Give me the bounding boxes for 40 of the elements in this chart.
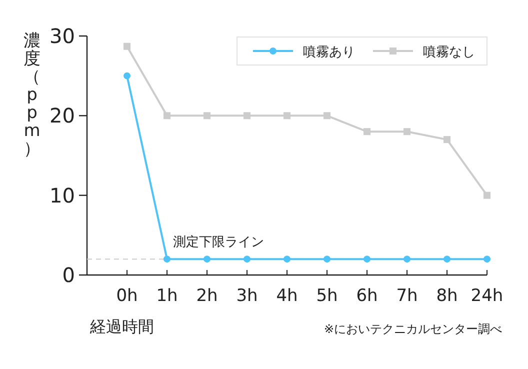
- point: [204, 256, 210, 263]
- y-tick-label: 20: [50, 104, 75, 128]
- point: [164, 256, 170, 263]
- text: ※においテクニカルセンター調べ: [324, 322, 502, 336]
- point: [244, 256, 250, 263]
- x-axis-title: 経過時間: [89, 317, 154, 336]
- point: [284, 112, 290, 120]
- point: [364, 256, 370, 263]
- x-tick-label: 6h: [356, 286, 378, 306]
- ref-line-label: 測定下限ライン: [173, 235, 264, 250]
- point: [324, 112, 330, 120]
- point: [444, 136, 450, 144]
- legend-label: 噴霧あり: [303, 45, 355, 60]
- point: [404, 256, 410, 263]
- point: [164, 112, 170, 120]
- y-axis-title: 濃度（ppm）: [24, 31, 40, 159]
- x-tick-label: 4h: [276, 286, 298, 306]
- x-tick-label: 5h: [316, 286, 338, 306]
- x-tick-label: 7h: [396, 286, 418, 306]
- x-tick-label: 8h: [436, 286, 458, 306]
- point: [484, 256, 490, 263]
- point: [124, 72, 130, 80]
- legend-label: 噴霧なし: [423, 45, 475, 60]
- y-tick-label: 30: [50, 24, 75, 48]
- point: [204, 112, 210, 120]
- x-tick-label: 3h: [236, 286, 258, 306]
- y-tick-label: 0: [62, 263, 75, 287]
- point: [444, 256, 450, 263]
- point: [484, 192, 490, 199]
- point: [404, 128, 410, 136]
- point: [324, 256, 330, 263]
- x-tick-label: 1h: [156, 286, 178, 306]
- x-tick-label: 0h: [116, 286, 138, 306]
- y-tick-label: 10: [50, 183, 75, 208]
- point: [284, 256, 290, 263]
- x-tick-label: 24h: [470, 286, 504, 306]
- x-tick-label: 2h: [196, 286, 218, 306]
- point: [244, 112, 250, 120]
- point: [124, 42, 130, 50]
- point: [364, 128, 370, 136]
